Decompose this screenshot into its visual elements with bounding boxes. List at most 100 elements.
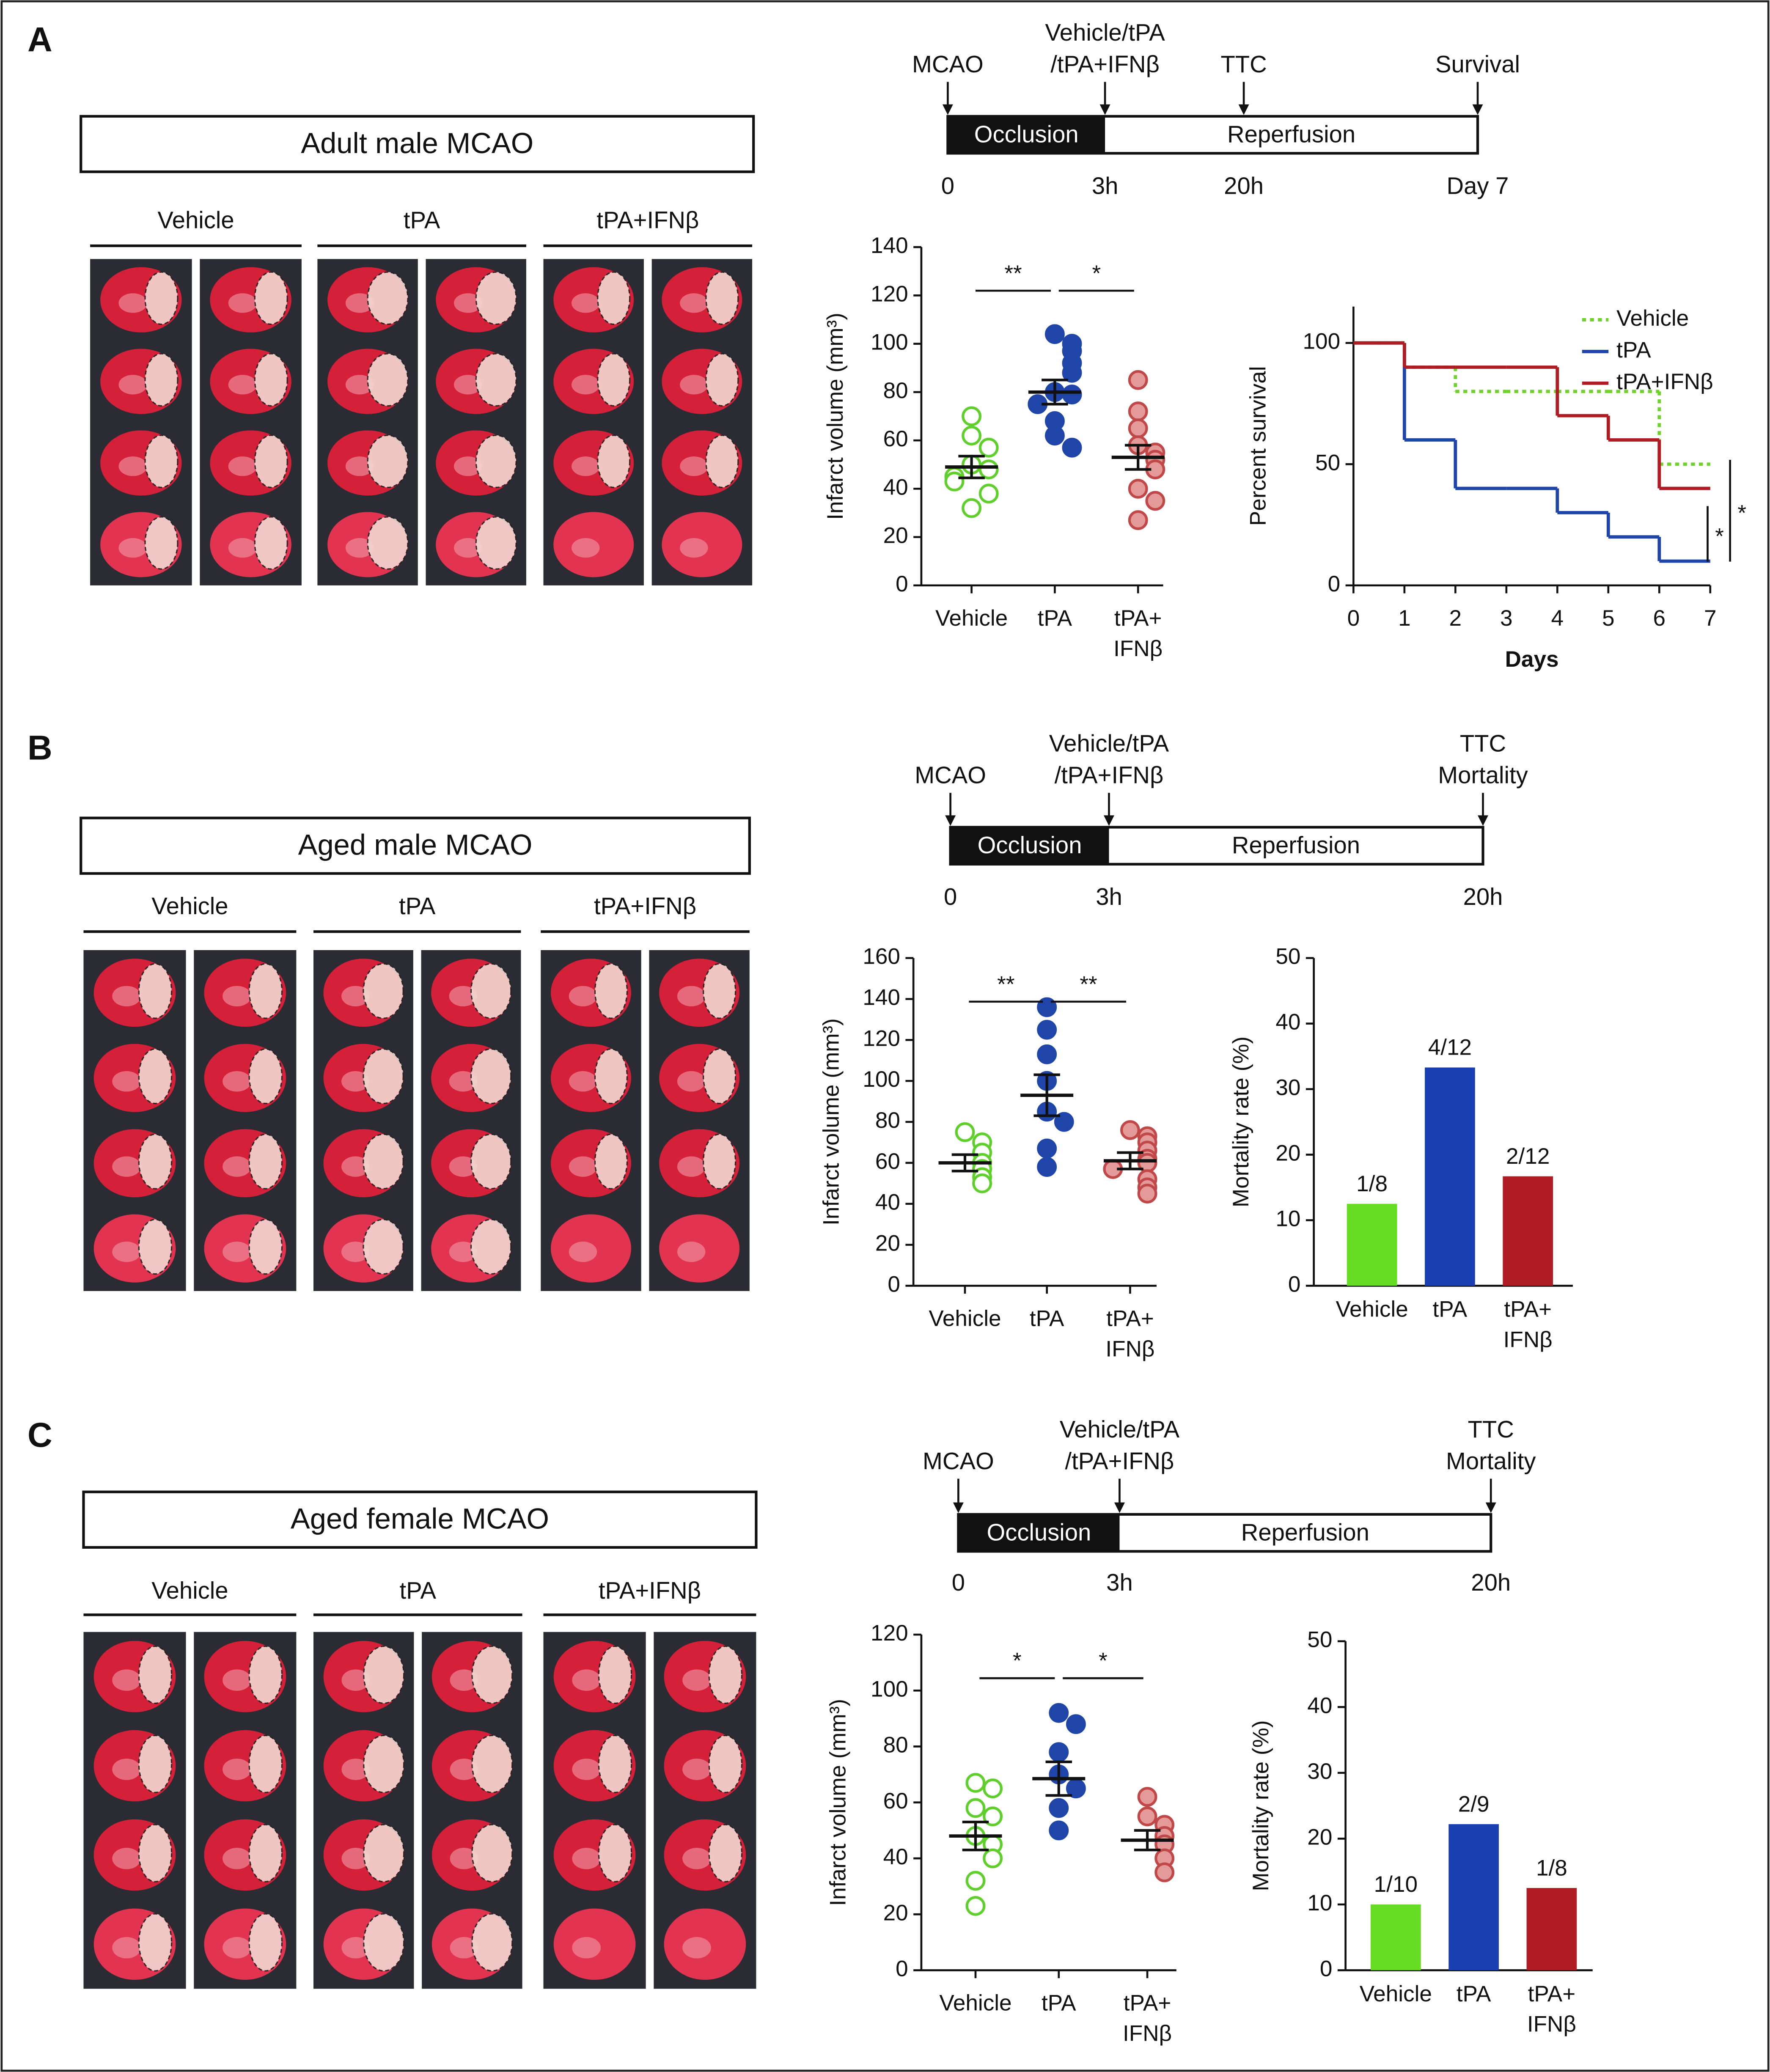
- brain-white-matter: [228, 375, 257, 395]
- brain-white-matter: [112, 1071, 141, 1092]
- infarct-area: [703, 963, 737, 1019]
- legend-label: Vehicle: [1616, 306, 1689, 331]
- time-label: 20h: [1471, 1569, 1511, 1596]
- data-point: [1154, 1862, 1175, 1882]
- infarct-area: [470, 1048, 512, 1105]
- error-bar: [1042, 379, 1068, 406]
- data-point: [1037, 1157, 1057, 1177]
- image-title: Aged male MCAO: [298, 828, 533, 861]
- event-label: /tPA+IFNβ: [1065, 1448, 1174, 1474]
- y-tick-label: 20: [1275, 1141, 1300, 1166]
- infarct-area: [708, 1824, 743, 1882]
- group-label: tPA: [404, 207, 440, 234]
- y-tick-label: 80: [883, 378, 908, 403]
- brain-white-matter: [345, 293, 374, 313]
- significance-label: *: [1715, 524, 1724, 549]
- infarct-area: [597, 271, 631, 325]
- brain-white-matter: [112, 1759, 141, 1780]
- time-label: 0: [952, 1569, 965, 1596]
- infarct-area: [471, 1824, 513, 1882]
- x-tick-label: tPA+ IFNβ: [1527, 1981, 1576, 2037]
- y-tick-label: 120: [871, 281, 908, 306]
- value-label: 2/12: [1506, 1144, 1550, 1169]
- y-tick-label: 100: [871, 330, 908, 355]
- event-label: Vehicle/tPA: [1049, 730, 1169, 757]
- brain-white-matter: [569, 1071, 597, 1092]
- y-tick-label: 140: [871, 233, 908, 258]
- occlusion-bar: [958, 1514, 1120, 1552]
- data-point: [944, 471, 965, 492]
- brain-white-matter: [112, 1937, 141, 1959]
- event-label: Survival: [1435, 51, 1520, 77]
- brain-white-matter: [228, 538, 257, 558]
- brain-white-matter: [118, 538, 147, 558]
- brain-white-matter: [223, 1242, 251, 1262]
- y-tick-label: 30: [1275, 1075, 1300, 1100]
- infarct-area: [703, 1133, 737, 1190]
- data-point: [1049, 1742, 1069, 1762]
- y-axis-label: Percent survival: [1246, 366, 1271, 526]
- y-tick-label: 140: [863, 985, 900, 1010]
- infarct-area: [598, 1734, 632, 1793]
- brain-white-matter: [453, 375, 482, 395]
- brain-white-matter: [341, 1156, 370, 1177]
- phase-label: Reperfusion: [1232, 832, 1360, 858]
- occlusion-bar: [950, 827, 1109, 864]
- brain-white-matter: [682, 1759, 711, 1780]
- data-point: [1066, 1714, 1086, 1734]
- event-arrowhead: [1238, 104, 1249, 115]
- brain-white-matter: [680, 375, 708, 395]
- infarct-area: [471, 1913, 513, 1972]
- infarct-area: [363, 1824, 405, 1882]
- infarct-area: [470, 963, 512, 1019]
- bar: [1370, 1904, 1421, 1970]
- data-point: [965, 1896, 986, 1916]
- infarct-area: [475, 271, 517, 325]
- infarct-area: [248, 1048, 283, 1105]
- group-label: tPA+IFNβ: [594, 893, 696, 919]
- brain-white-matter: [569, 986, 597, 1006]
- y-tick-label: 20: [1307, 1825, 1332, 1849]
- event-arrowhead: [953, 1502, 964, 1513]
- y-tick-label: 0: [1328, 572, 1341, 596]
- phase-label: Reperfusion: [1227, 121, 1355, 148]
- legend-label: tPA: [1616, 338, 1651, 363]
- event-label: TTC: [1460, 730, 1506, 757]
- brain-white-matter: [571, 293, 600, 313]
- y-tick-label: 80: [883, 1733, 908, 1758]
- y-axis-label: Mortality rate (%): [1248, 1720, 1273, 1891]
- infarct-area: [144, 516, 179, 570]
- brain-white-matter: [341, 1937, 370, 1959]
- infarct-area: [144, 271, 179, 325]
- brain-white-matter: [341, 986, 370, 1006]
- y-tick-label: 50: [1315, 450, 1340, 475]
- infarct-area: [248, 1734, 283, 1793]
- y-tick-label: 20: [875, 1231, 900, 1256]
- time-label: 0: [941, 172, 954, 199]
- data-point: [1044, 324, 1065, 344]
- brain-white-matter: [118, 375, 147, 395]
- infarct-area: [138, 1048, 173, 1105]
- brain-white-matter: [118, 456, 147, 476]
- data-point: [983, 1778, 1003, 1799]
- brain-white-matter: [571, 456, 600, 476]
- x-tick-label: 2: [1449, 606, 1462, 631]
- x-tick-label: tPA+ IFNβ: [1503, 1297, 1553, 1352]
- infarct-area: [470, 1219, 512, 1275]
- data-point: [1037, 1138, 1057, 1159]
- x-tick-label: tPA: [1030, 1306, 1064, 1331]
- infarct-area: [475, 516, 517, 570]
- infarct-area: [363, 1048, 404, 1105]
- group-label: tPA+IFNβ: [596, 207, 699, 234]
- brain-white-matter: [682, 1848, 711, 1869]
- x-tick-label: Vehicle: [1336, 1297, 1408, 1322]
- y-tick-label: 10: [1307, 1891, 1332, 1915]
- significance-label: *: [1092, 261, 1101, 286]
- brain-white-matter: [223, 1759, 251, 1780]
- infarct-area: [594, 963, 628, 1019]
- infarct-area: [705, 271, 739, 325]
- brain-white-matter: [118, 293, 147, 313]
- infarct-area: [138, 1219, 173, 1275]
- infarct-area: [703, 1048, 737, 1105]
- data-point: [978, 484, 999, 504]
